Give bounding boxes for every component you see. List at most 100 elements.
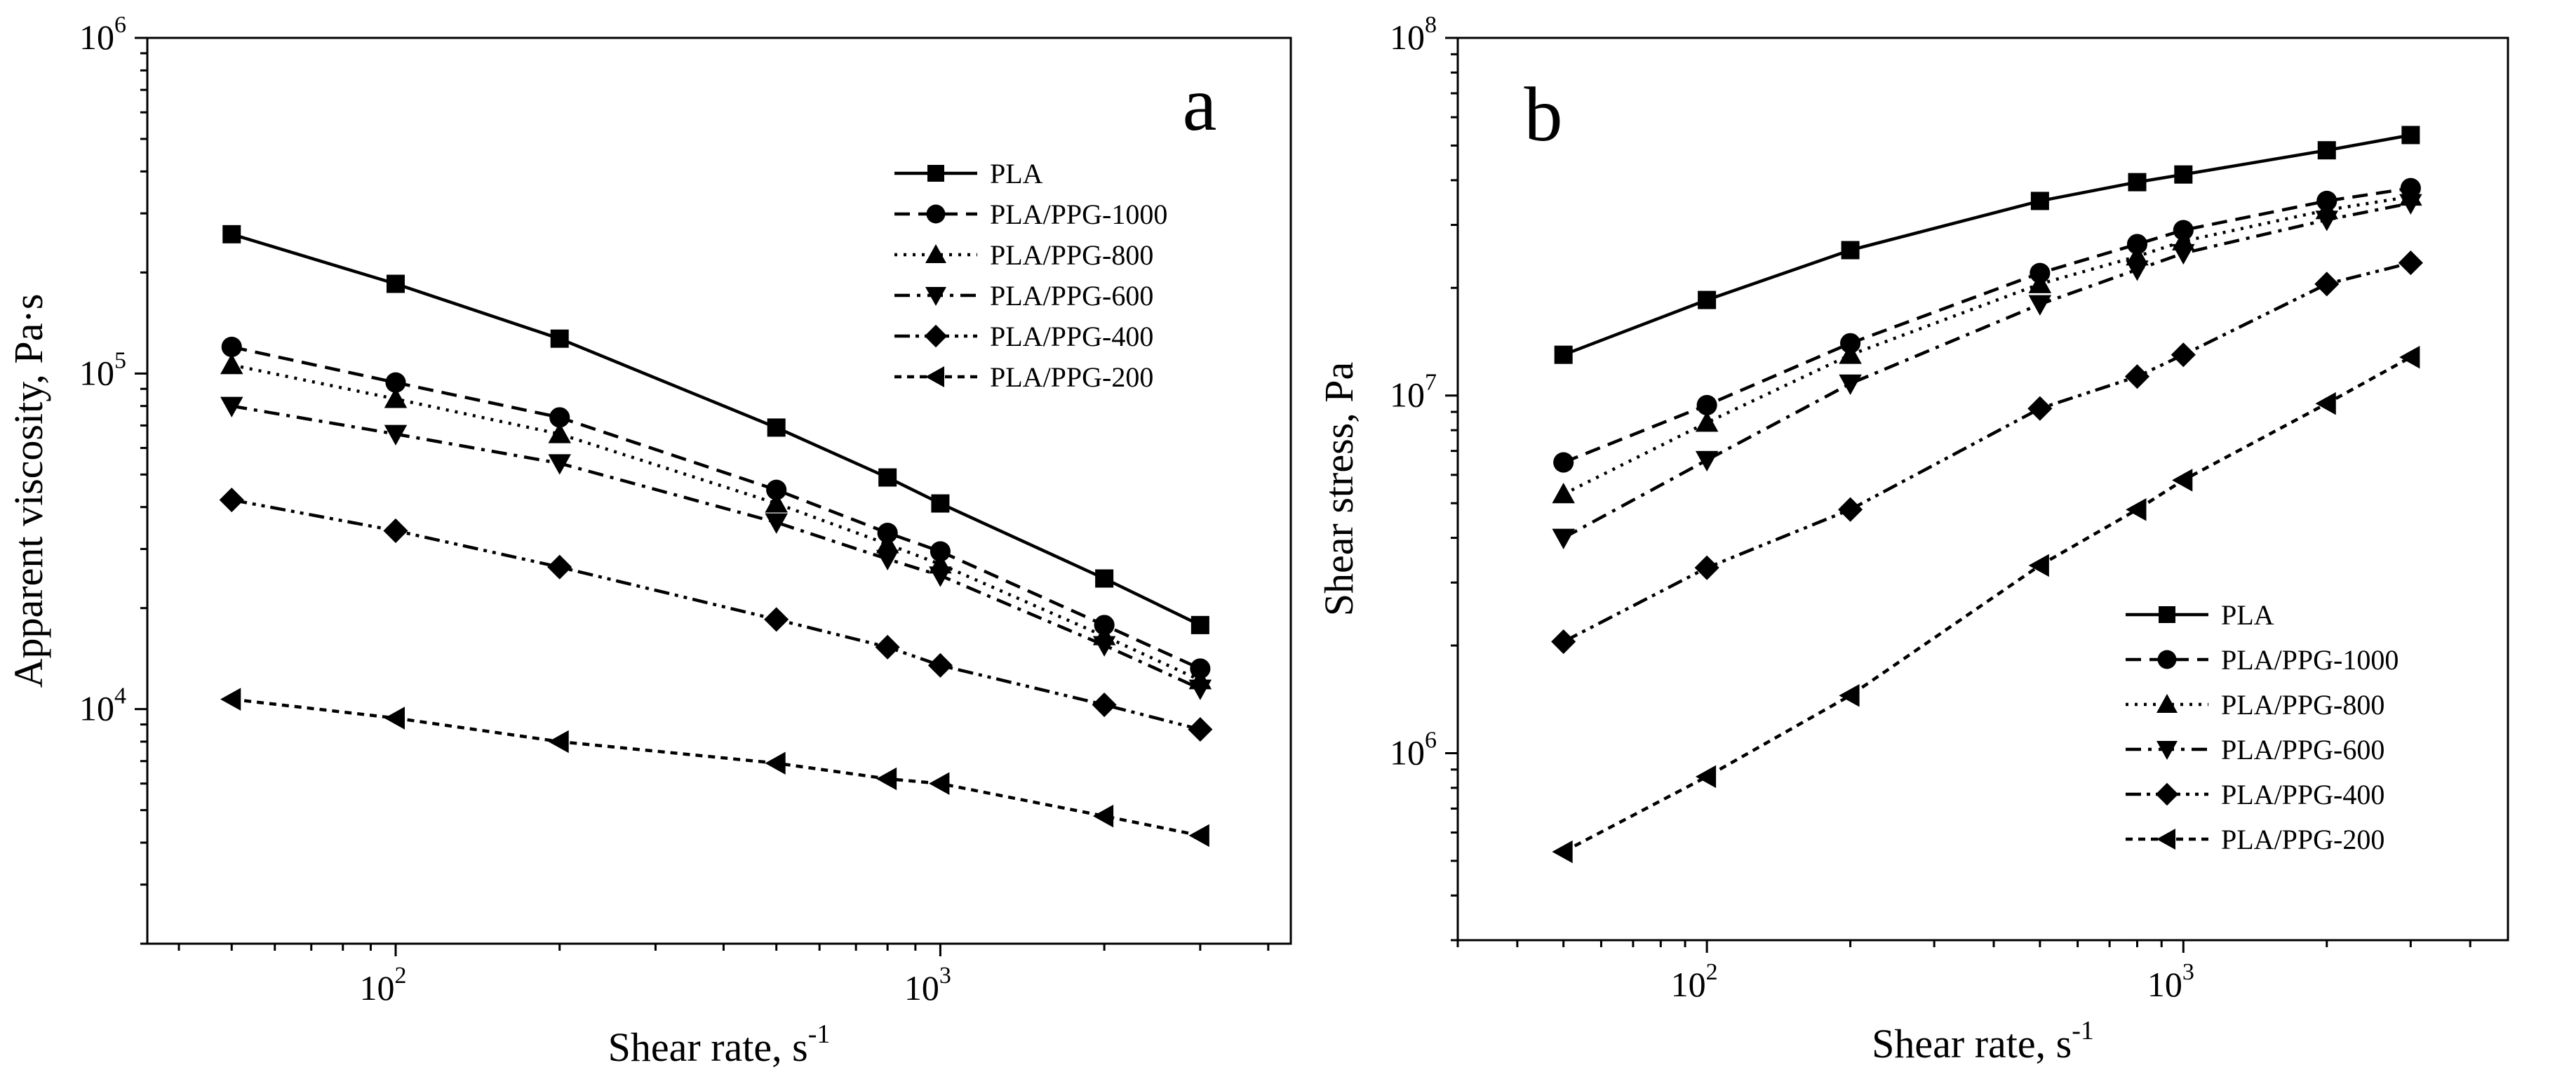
series-pla-ppg-200 [220,688,1209,848]
data-point [2401,126,2420,145]
y-tick-label: 104 [79,683,126,728]
data-point [765,492,788,513]
data-point [1552,840,1573,864]
data-point [878,468,897,487]
data-point [1551,629,1576,655]
data-point [2028,295,2052,316]
data-point [1698,290,1717,309]
data-point [385,372,406,393]
data-point [2028,554,2049,577]
legend-label: PLA/PPG-200 [2221,824,2384,855]
legend-label: PLA/PPG-200 [990,361,1153,393]
data-point [1839,343,1862,364]
series-pla-ppg-600 [220,396,1212,700]
data-point [386,274,405,293]
y-tick-label: 105 [79,347,126,392]
series-line [1562,201,2411,540]
data-point [1188,824,1209,848]
data-point [1190,658,1211,679]
data-point [384,387,408,408]
data-point [547,554,572,580]
series-pla-ppg-400 [1551,250,2423,655]
data-point [1838,497,1863,522]
data-point [549,407,570,428]
data-point [383,518,408,543]
series-line [1562,261,2411,643]
y-tick-label: 108 [1390,12,1437,57]
legend-marker [925,244,946,263]
series-pla-ppg-400 [219,487,1213,742]
data-point [876,767,897,791]
data-point [927,653,953,678]
data-point [384,424,408,446]
data-point [2398,250,2423,276]
series-line [1562,186,2411,464]
y-axis-title: Shear stress, Pa [1316,362,1362,616]
data-point [221,336,242,358]
data-point [931,494,950,513]
legend-label: PLA/PPG-400 [2221,779,2384,810]
legend-label: PLA [2221,599,2274,631]
data-point [766,479,787,500]
data-point [220,688,241,711]
data-point [764,607,789,632]
series-line [232,697,1201,838]
data-point [876,533,899,554]
y-tick-label: 106 [79,12,126,57]
series-pla [222,225,1209,634]
legend-marker [2156,741,2178,760]
data-point [876,549,899,571]
data-point [2124,364,2150,389]
legend-marker [2159,606,2175,623]
data-point [2172,243,2195,265]
y-tick-label: 107 [1390,370,1437,415]
legend-marker [2157,650,2177,669]
x-axis-title: Shear rate, s-1 [1872,1016,2094,1066]
data-point [2126,260,2149,281]
chart-panel-a: 102 103 104 105 106 Shear rate, s-1 Apparent v… [6,12,1292,1070]
data-point [2030,192,2049,210]
legend-marker [2156,694,2178,713]
data-point [1190,615,1209,634]
data-point [2174,165,2193,184]
series-pla-ppg-1000 [221,336,1211,679]
series-line [231,363,1201,682]
data-point [2315,210,2339,232]
data-point [1092,692,1117,718]
x-tick-label: 103 [2147,959,2194,1004]
panel-letter: b [1524,72,1563,157]
data-point [1554,345,1573,364]
x-tick-label: 102 [1671,959,1718,1004]
data-point [1553,452,1574,473]
plot-frame [1456,36,2509,942]
data-point [2027,396,2053,421]
legend-marker [924,324,948,348]
data-point [548,422,571,443]
data-point [550,329,569,348]
data-point [2126,245,2149,266]
series-line [1562,356,2412,853]
chart-panel-b: 102 103 106 107 108 Shear rate, s-1 Shear stre… [1316,12,2509,1066]
series-pla-ppg-200 [1552,345,2420,864]
legend-label: PLA/PPG-600 [990,280,1153,312]
series-line [231,498,1201,731]
data-point [1188,679,1212,700]
data-point [765,513,788,534]
series-line [231,232,1201,627]
data-point [548,730,569,754]
data-point [2317,141,2336,160]
data-point [220,353,243,375]
data-point [1188,717,1213,742]
data-point [1092,804,1114,828]
legend-marker [2156,829,2175,850]
data-point [1092,636,1116,657]
data-point [2126,234,2148,255]
data-point [1095,569,1114,588]
data-point [1840,333,1861,354]
x-axis-title: Shear rate, s-1 [608,1019,831,1070]
legend: PLA PLA/PPG-1000 PLA/PPG-800 PLA/PPG-600 PLA… [894,158,1167,393]
data-point [1696,394,1717,415]
data-point [1695,450,1719,471]
